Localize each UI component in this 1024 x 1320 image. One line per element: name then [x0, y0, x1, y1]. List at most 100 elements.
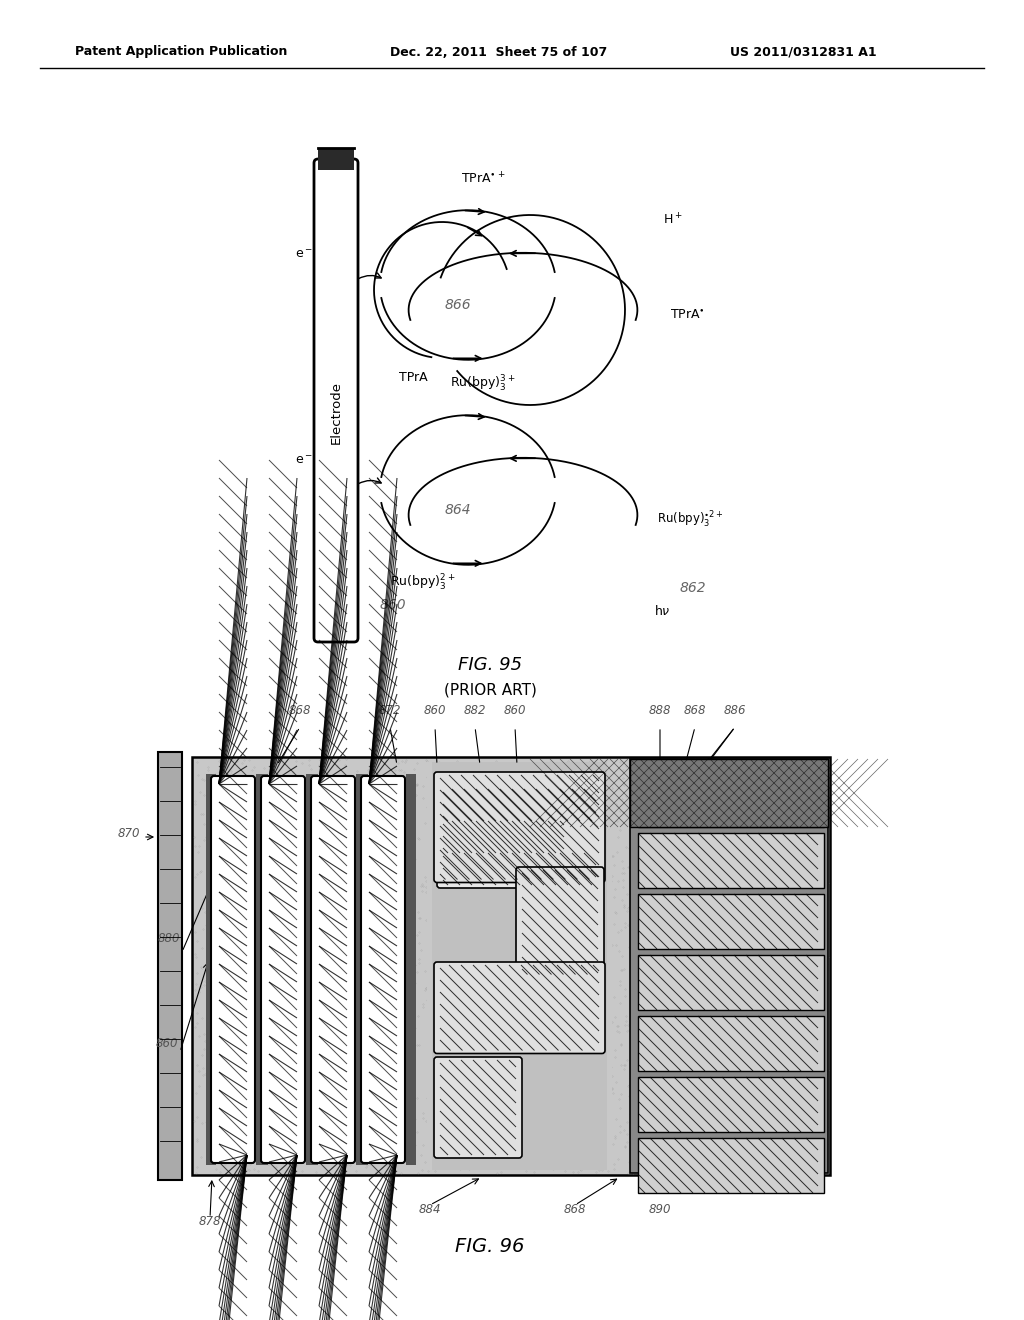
Point — [343, 1111, 359, 1133]
Point — [606, 913, 623, 935]
Point — [521, 1030, 538, 1051]
Point — [670, 939, 686, 960]
Point — [204, 764, 220, 785]
Point — [693, 904, 710, 925]
Point — [459, 987, 475, 1008]
Point — [337, 755, 353, 776]
Point — [331, 958, 347, 979]
Point — [392, 1014, 409, 1035]
Point — [538, 803, 554, 824]
Point — [237, 1031, 253, 1052]
Point — [645, 931, 662, 952]
Point — [383, 866, 399, 887]
Point — [427, 817, 443, 838]
Point — [274, 1073, 291, 1094]
Point — [346, 890, 362, 911]
Point — [206, 985, 222, 1006]
Point — [482, 954, 499, 975]
Point — [432, 1154, 449, 1175]
Point — [411, 932, 427, 953]
Point — [757, 781, 773, 803]
Point — [342, 775, 358, 796]
Point — [464, 997, 480, 1018]
Point — [211, 1071, 227, 1092]
Point — [779, 1081, 796, 1102]
Point — [238, 1023, 254, 1044]
Point — [774, 1148, 791, 1170]
Point — [480, 1111, 497, 1133]
Point — [691, 758, 708, 779]
Point — [660, 1146, 677, 1167]
Point — [749, 1063, 765, 1084]
Point — [513, 791, 529, 812]
Point — [492, 851, 508, 873]
Point — [361, 762, 378, 783]
Point — [197, 1063, 213, 1084]
Point — [461, 813, 477, 834]
Point — [644, 1158, 660, 1179]
Point — [658, 1143, 675, 1164]
Point — [310, 1105, 327, 1126]
Bar — [638, 833, 824, 888]
Point — [756, 809, 772, 830]
Point — [722, 814, 738, 836]
Point — [351, 799, 368, 820]
Point — [511, 1068, 527, 1089]
Point — [362, 1032, 379, 1053]
Point — [750, 1038, 766, 1059]
Point — [450, 987, 466, 1008]
Point — [615, 774, 632, 795]
Point — [230, 1096, 247, 1117]
Point — [194, 937, 210, 958]
Point — [403, 990, 420, 1011]
Point — [539, 760, 555, 781]
Point — [434, 949, 451, 970]
Point — [395, 977, 412, 998]
Point — [438, 758, 455, 779]
Point — [259, 882, 275, 903]
Point — [546, 1053, 562, 1074]
Point — [461, 1159, 477, 1180]
Point — [787, 1115, 804, 1137]
Point — [502, 834, 518, 855]
Point — [366, 1086, 382, 1107]
Point — [228, 1074, 245, 1096]
Point — [717, 903, 733, 924]
Point — [680, 944, 696, 965]
Point — [770, 966, 786, 987]
Point — [798, 814, 814, 836]
Point — [390, 896, 407, 917]
Point — [765, 892, 781, 913]
Point — [216, 936, 232, 957]
Point — [243, 1003, 259, 1024]
Point — [708, 850, 724, 871]
Point — [291, 961, 307, 982]
Point — [805, 1110, 821, 1131]
Point — [753, 998, 769, 1019]
Point — [700, 1060, 717, 1081]
Bar — [356, 774, 368, 1166]
Point — [383, 1072, 399, 1093]
Point — [502, 873, 518, 894]
Point — [480, 1041, 497, 1063]
Point — [722, 950, 738, 972]
Point — [731, 792, 748, 813]
Point — [297, 946, 313, 968]
Point — [255, 1020, 271, 1041]
Point — [480, 1061, 497, 1082]
Point — [774, 876, 791, 898]
Point — [322, 978, 338, 999]
Point — [312, 1142, 329, 1163]
Point — [542, 871, 558, 892]
Point — [797, 1039, 813, 1060]
Point — [273, 1090, 290, 1111]
Point — [566, 924, 583, 945]
Point — [285, 879, 301, 900]
Point — [740, 869, 757, 890]
Point — [461, 826, 477, 847]
Point — [300, 812, 316, 833]
Point — [314, 1138, 331, 1159]
Point — [485, 1041, 502, 1063]
Point — [767, 865, 783, 886]
Point — [598, 813, 614, 834]
